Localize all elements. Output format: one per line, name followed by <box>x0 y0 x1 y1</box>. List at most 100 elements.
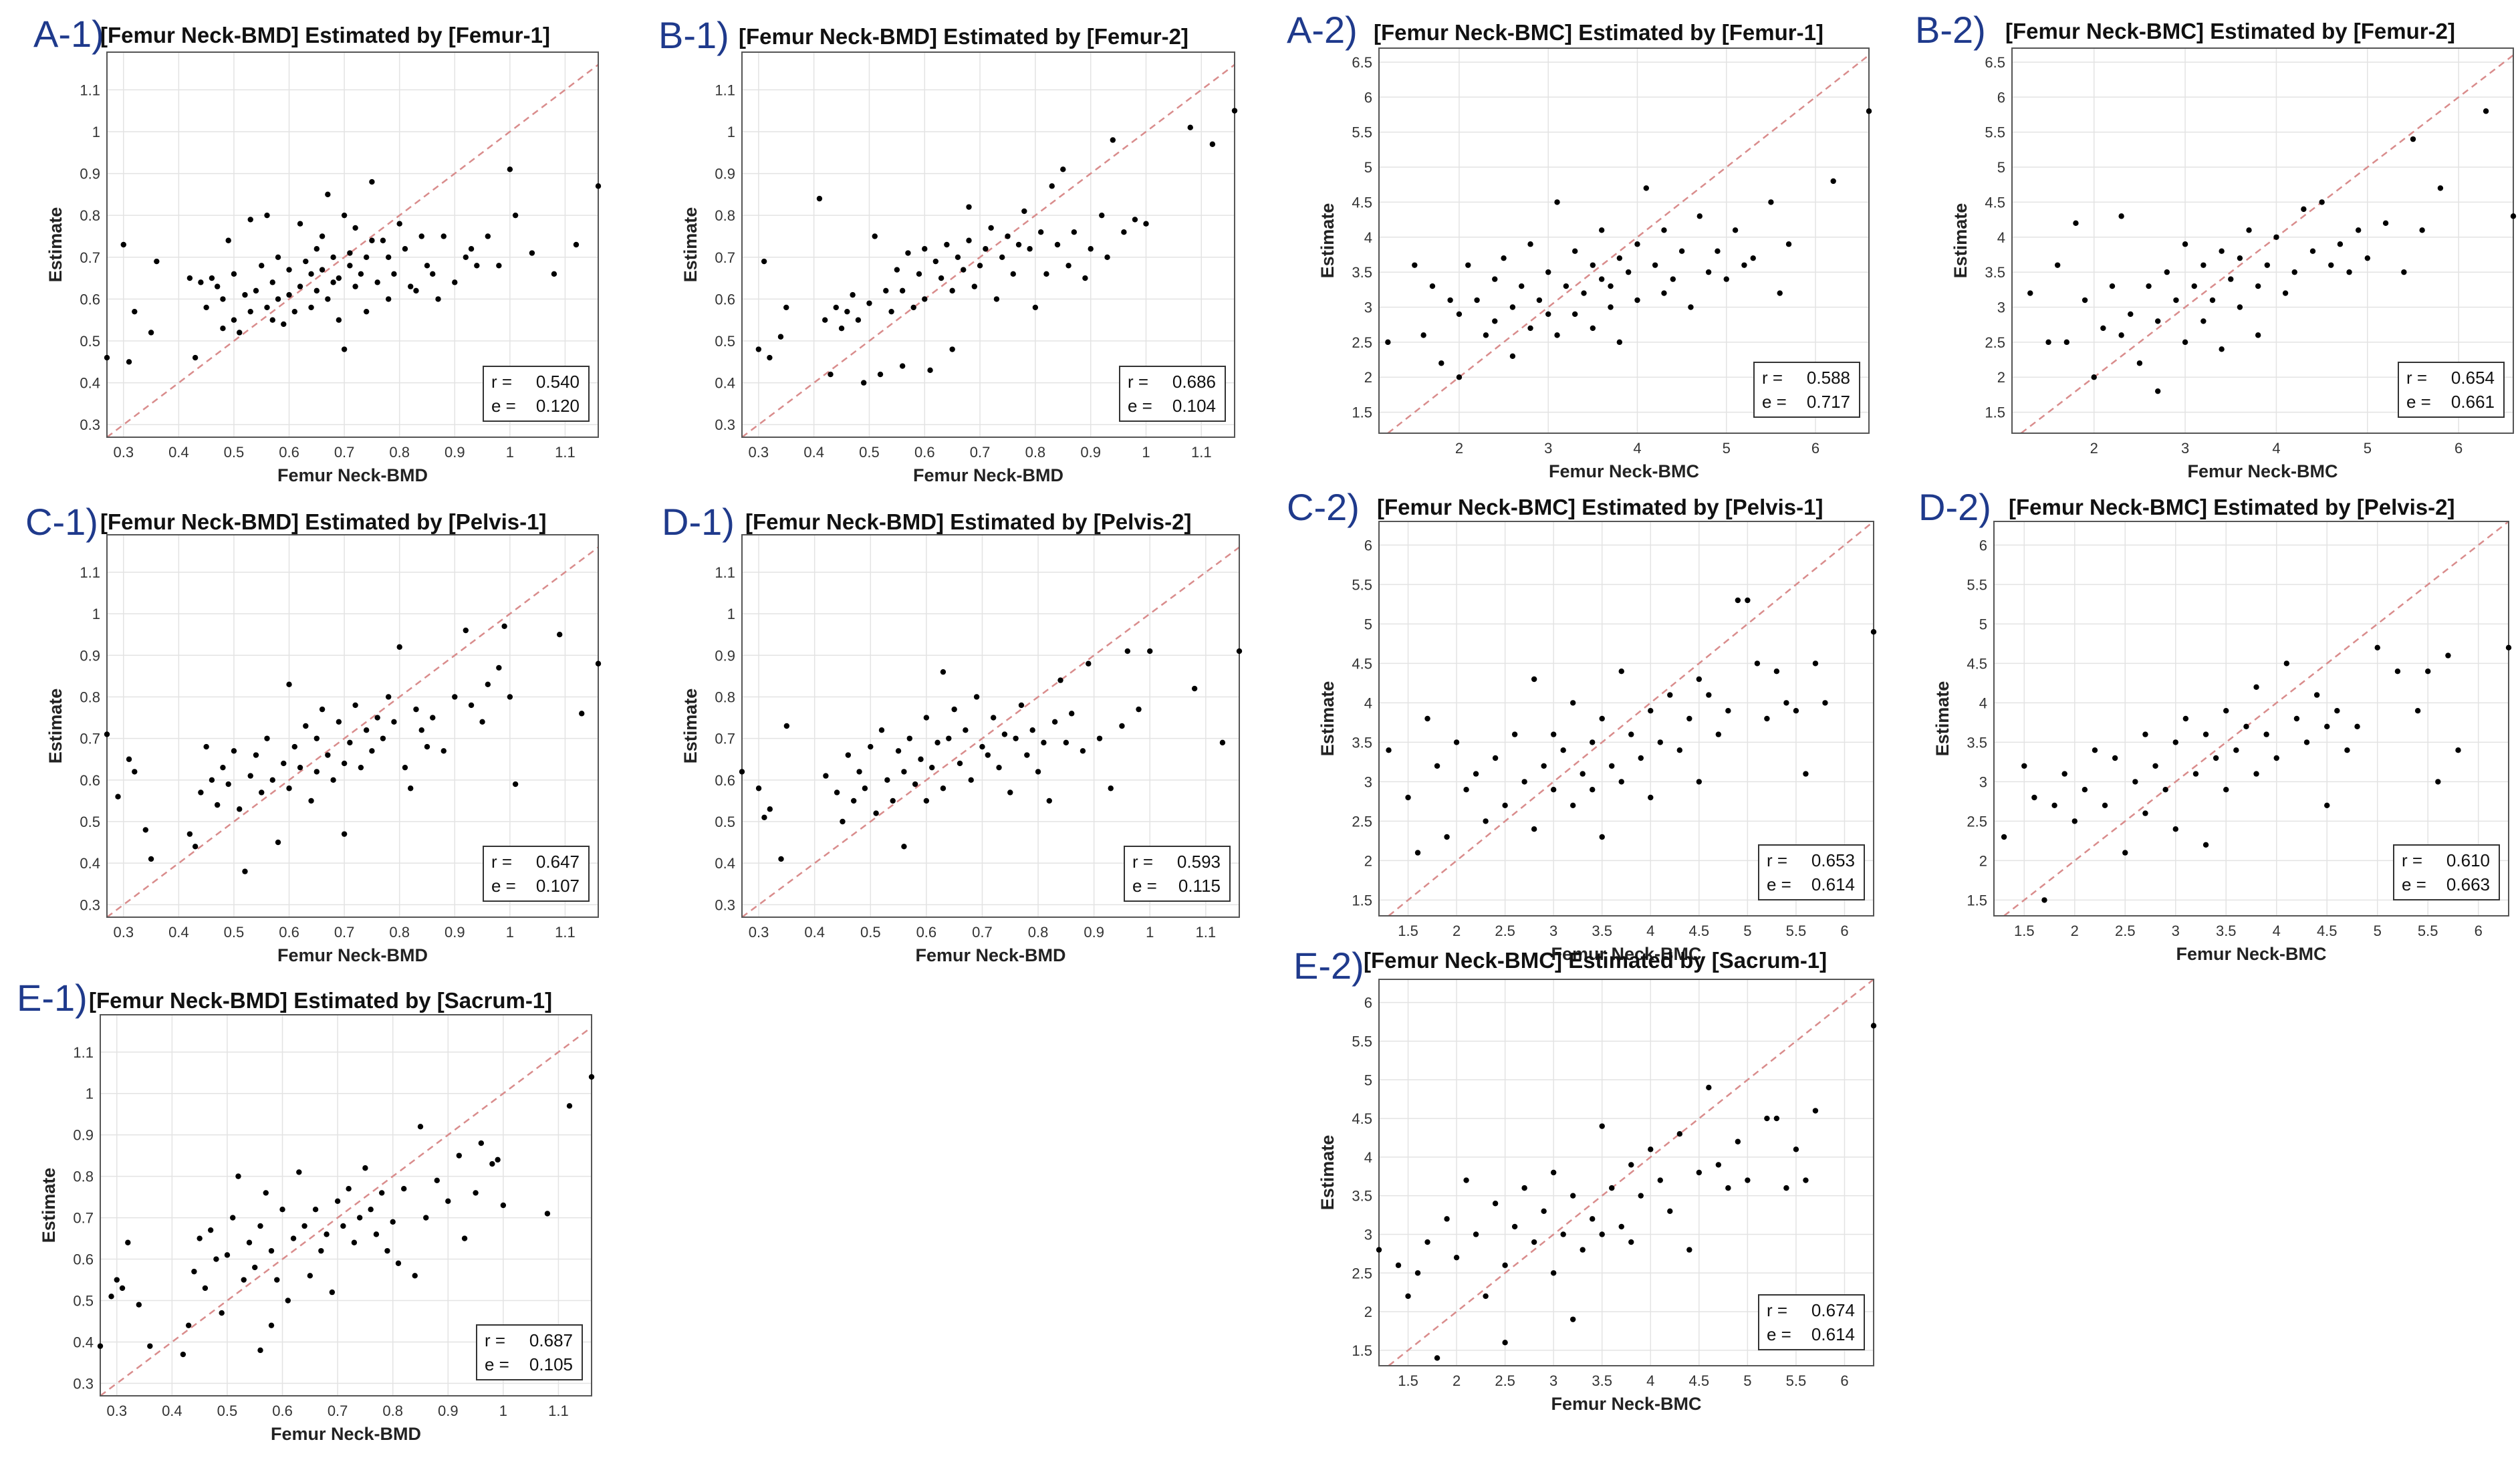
data-point <box>186 275 193 281</box>
data-point <box>833 304 839 311</box>
data-point <box>1783 1185 1789 1191</box>
chart-title: [Femur Neck-BMD] Estimated by [Femur-1] <box>100 23 550 47</box>
data-point <box>1531 676 1537 683</box>
y-tick-label: 5 <box>1364 159 1372 176</box>
data-point <box>308 271 314 277</box>
data-point <box>955 254 961 260</box>
data-point <box>912 781 918 787</box>
data-point <box>957 760 963 767</box>
data-point <box>1132 217 1138 223</box>
y-tick-label: 5.5 <box>1352 124 1372 141</box>
data-point <box>906 735 912 741</box>
stat-e-label: e = <box>1128 396 1152 416</box>
data-point <box>1124 648 1131 654</box>
x-axis-label: Femur Neck-BMC <box>1549 461 1699 481</box>
data-point <box>1013 735 1019 741</box>
data-point <box>1385 339 1391 346</box>
data-point <box>104 354 110 361</box>
data-point <box>2100 325 2106 332</box>
data-point <box>479 719 485 725</box>
data-point <box>2374 644 2380 650</box>
data-point <box>1732 227 1739 233</box>
stat-e-label: e = <box>1767 874 1791 894</box>
x-tick-label: 5.5 <box>1786 923 1807 939</box>
data-point <box>2219 346 2225 352</box>
x-tick-label: 2 <box>2090 440 2098 457</box>
data-point <box>1599 1123 1605 1129</box>
data-point <box>899 287 906 294</box>
y-tick-label: 0.3 <box>715 416 735 433</box>
data-point <box>2510 213 2517 219</box>
data-point <box>993 296 1000 302</box>
x-tick-label: 0.6 <box>914 444 935 461</box>
data-point <box>1686 715 1692 722</box>
data-point <box>1046 798 1052 804</box>
data-point <box>148 856 154 862</box>
data-point <box>1590 1216 1596 1222</box>
data-point <box>313 287 320 294</box>
scatter-panel-e-2: E-2) [Femur Neck-BMC] Estimated by [Sacru… <box>1293 945 1877 1414</box>
data-point <box>430 271 436 277</box>
stat-e-label: e = <box>1767 1324 1791 1344</box>
x-tick-label: 3 <box>1544 440 1552 457</box>
data-point <box>220 296 226 302</box>
x-tick-label: 0.8 <box>1028 924 1049 941</box>
data-point <box>1424 1239 1430 1245</box>
data-point <box>468 246 475 252</box>
data-point <box>1870 1023 1877 1029</box>
data-point <box>478 1140 485 1146</box>
data-point <box>2264 262 2271 268</box>
data-point <box>777 334 784 340</box>
y-tick-label: 0.3 <box>73 1375 94 1392</box>
data-point <box>1545 311 1551 318</box>
data-point <box>595 183 602 189</box>
y-tick-label: 0.3 <box>715 896 735 913</box>
x-tick-label: 2.5 <box>1495 923 1515 939</box>
y-tick-label: 2 <box>1364 369 1372 386</box>
data-point <box>529 250 535 256</box>
y-tick-label: 6 <box>1364 89 1372 106</box>
data-point <box>2112 755 2118 761</box>
data-point <box>341 760 348 767</box>
data-point <box>2027 290 2033 296</box>
data-point <box>1018 702 1025 709</box>
stat-e-value: 0.663 <box>2446 874 2490 894</box>
data-point <box>368 1206 374 1213</box>
x-axis-label: Femur Neck-BMD <box>277 945 428 965</box>
identity-line <box>2003 521 2509 917</box>
y-tick-label: 0.9 <box>715 166 735 182</box>
data-point <box>1191 685 1198 692</box>
data-point <box>2164 269 2170 275</box>
y-tick-label: 0.3 <box>80 896 100 913</box>
data-point <box>297 764 303 771</box>
y-tick-label: 0.9 <box>715 647 735 664</box>
data-point <box>946 735 952 741</box>
data-point <box>390 1219 396 1225</box>
stat-e-value: 0.661 <box>2451 392 2495 412</box>
data-point <box>1618 779 1624 785</box>
data-point <box>1569 1316 1576 1322</box>
data-point <box>944 241 950 248</box>
data-point <box>1414 850 1421 856</box>
data-point <box>154 258 160 265</box>
data-point <box>1057 677 1063 683</box>
x-tick-label: 3.5 <box>1592 923 1612 939</box>
data-point <box>237 806 243 812</box>
data-point <box>408 283 414 289</box>
data-point <box>341 831 348 837</box>
data-point <box>2191 283 2197 289</box>
data-point <box>1715 731 1722 737</box>
data-point <box>352 702 358 709</box>
stat-r-value: 0.540 <box>536 372 580 392</box>
data-point <box>1773 668 1780 675</box>
data-point <box>148 330 154 336</box>
x-tick-label: 4 <box>1646 1372 1654 1389</box>
data-point <box>1590 325 1596 332</box>
data-point <box>905 250 911 256</box>
data-point <box>2118 213 2124 219</box>
data-point <box>1569 700 1576 706</box>
panel-label: B-1) <box>658 14 729 56</box>
data-point <box>1590 262 1596 268</box>
data-point <box>369 178 375 185</box>
data-point <box>385 694 392 700</box>
